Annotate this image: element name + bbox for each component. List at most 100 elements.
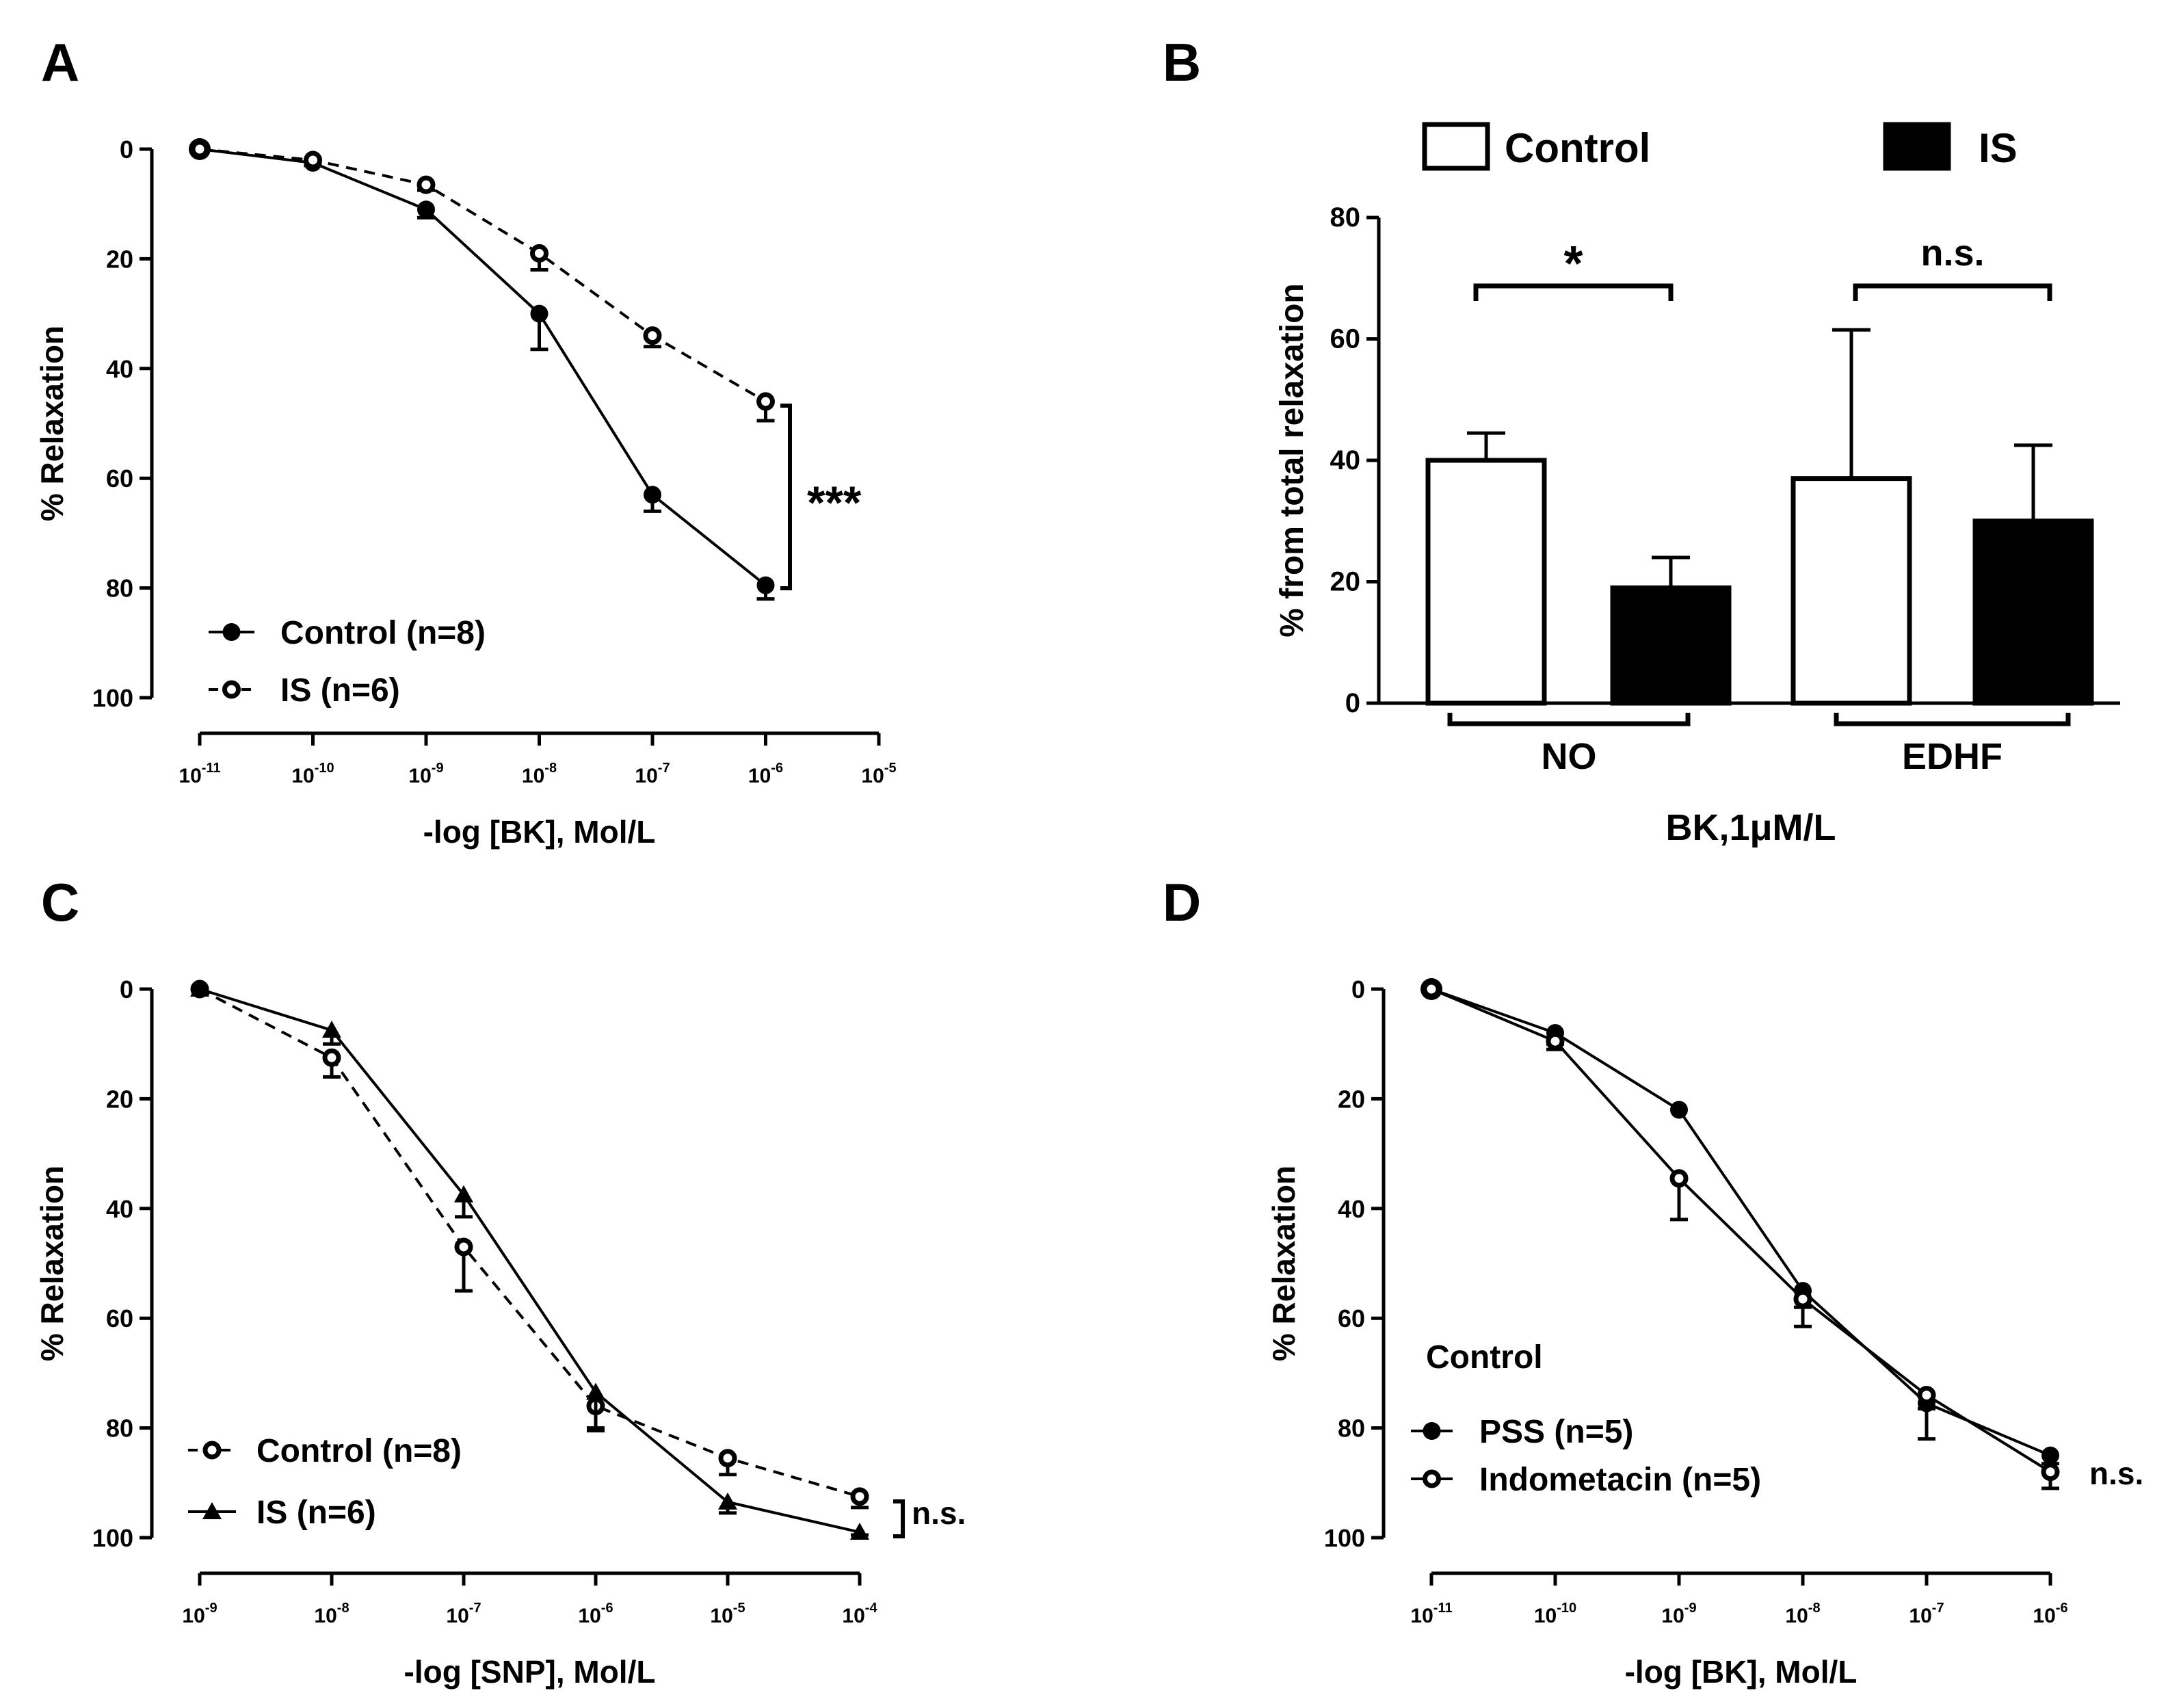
legend-label: Control (n=8)	[280, 615, 486, 651]
data-point	[850, 1522, 869, 1540]
group-label: EDHF	[1902, 736, 2002, 777]
x-tick-label: 10-6	[748, 761, 783, 787]
series-0	[1420, 978, 2059, 1466]
x-tick-label: 10-11	[179, 761, 220, 787]
legend-label: IS (n=6)	[280, 672, 400, 709]
data-point	[530, 244, 548, 263]
panel-label: A	[41, 32, 79, 92]
data-point	[454, 1237, 473, 1257]
bar-is-no	[1610, 585, 1732, 706]
x-tick-label: 10-8	[522, 761, 557, 787]
bar-control-no	[1425, 458, 1547, 706]
y-tick-label: 0	[1351, 975, 1365, 1003]
group-label: NO	[1542, 736, 1597, 777]
legend-label: IS	[1979, 125, 2018, 171]
x-axis-label: BK,1μM/L	[1665, 807, 1836, 848]
data-point	[1669, 1169, 1689, 1188]
data-point	[586, 1382, 605, 1400]
panel-label: B	[1163, 32, 1201, 92]
data-point	[756, 576, 775, 594]
panel-c: C 0 20 40 60 80 100 10-9 10-8 10-7 10-6 10-5 10-4 -lo…	[34, 872, 966, 1690]
y-tick-label: 0	[120, 135, 133, 163]
significance-bracket	[893, 1499, 905, 1538]
significance-bracket	[1853, 283, 2052, 301]
legend-marker	[202, 1502, 222, 1519]
x-tick-label: 10-5	[710, 1601, 745, 1627]
data-point	[1917, 1385, 1936, 1404]
y-tick-label: 60	[1330, 324, 1361, 354]
y-tick-label: 60	[1338, 1304, 1365, 1332]
legend-label: Control	[1505, 125, 1650, 171]
y-tick-label: 80	[106, 575, 133, 603]
x-tick-label: 10-9	[1661, 1601, 1696, 1627]
series-line	[199, 988, 860, 1534]
group-bracket	[1447, 713, 1691, 726]
legend-label: Control (n=8)	[256, 1433, 462, 1469]
legend-marker	[1423, 1469, 1441, 1488]
y-tick-label: 40	[1338, 1195, 1365, 1223]
data-point	[190, 140, 209, 159]
series-line	[199, 148, 767, 403]
series-1	[1422, 980, 2060, 1490]
legend-marker	[222, 680, 241, 699]
y-tick-label: 80	[1338, 1415, 1365, 1443]
data-point	[756, 392, 775, 411]
y-tick-label: 40	[106, 355, 133, 383]
y-tick-label: 80	[106, 1415, 133, 1443]
x-tick-label: 10-10	[1534, 1601, 1576, 1627]
data-point	[2041, 1446, 2059, 1464]
y-axis-label: % Relaxation	[1266, 1166, 1301, 1361]
significance-bracket	[1473, 283, 1674, 301]
data-point	[1546, 1032, 1565, 1051]
series-0	[190, 980, 869, 1510]
series-line	[199, 148, 767, 587]
legend: Control PSS (n=5) Indometacin (n=5)	[1411, 1339, 1761, 1498]
y-tick-label: 100	[92, 684, 133, 712]
legend-title: Control	[1426, 1339, 1543, 1376]
bar-is-edhf	[1972, 518, 2094, 706]
legend-marker	[222, 623, 241, 641]
y-tick-label: 20	[1338, 1085, 1365, 1113]
y-tick-label: 80	[1330, 202, 1361, 233]
data-point	[2041, 1462, 2060, 1482]
panel-b: B Control IS 0 20 40 60 80 NO EDHF * n.s. BK,1μM/L % …	[1163, 32, 2120, 848]
x-tick-label: 10-5	[861, 761, 896, 787]
data-point	[530, 304, 548, 323]
data-point	[643, 326, 662, 345]
data-point	[1793, 1289, 1812, 1309]
data-point	[322, 1021, 341, 1038]
panel-d: D 0 20 40 60 80 100 10-11 10-10 10-9 10-8 10-7 10-6 -…	[1163, 872, 2143, 1690]
x-tick-label: 10-7	[446, 1601, 481, 1627]
y-tick-label: 100	[1324, 1524, 1365, 1552]
legend-label: IS (n=6)	[256, 1495, 376, 1531]
y-axis-label: % Relaxation	[34, 326, 70, 521]
series-1	[190, 980, 869, 1540]
data-point	[718, 1449, 737, 1468]
legend-label: PSS (n=5)	[1479, 1414, 1633, 1450]
y-tick-label: 20	[106, 1085, 133, 1113]
significance-label: n.s.	[2089, 1456, 2143, 1491]
significance-label: n.s.	[912, 1495, 966, 1531]
x-tick-label: 10-9	[408, 761, 443, 787]
significance-bracket	[780, 404, 792, 590]
y-tick-label: 60	[106, 1304, 133, 1332]
panel-a: A 0 20 40 60 80 100 10-11 10-10 10-9 10-8 10-7 10-6 1…	[34, 32, 897, 850]
legend-marker	[202, 1441, 222, 1460]
y-tick-label: 60	[106, 464, 133, 492]
legend: Control (n=8) IS (n=6)	[209, 615, 486, 709]
x-tick-label: 10-8	[314, 1601, 349, 1627]
data-point	[417, 200, 435, 219]
data-point	[644, 486, 661, 504]
legend-swatch	[1883, 122, 1951, 171]
data-point	[417, 175, 436, 194]
legend-swatch	[1422, 122, 1490, 171]
panel-label: D	[1163, 872, 1201, 932]
y-tick-label: 40	[106, 1195, 133, 1223]
x-tick-label: 10-10	[291, 761, 334, 787]
x-tick-label: 10-6	[2033, 1601, 2067, 1627]
data-point	[454, 1185, 473, 1203]
series-line	[199, 988, 860, 1498]
x-tick-label: 10-11	[1410, 1601, 1452, 1627]
y-tick-label: 0	[120, 975, 133, 1003]
